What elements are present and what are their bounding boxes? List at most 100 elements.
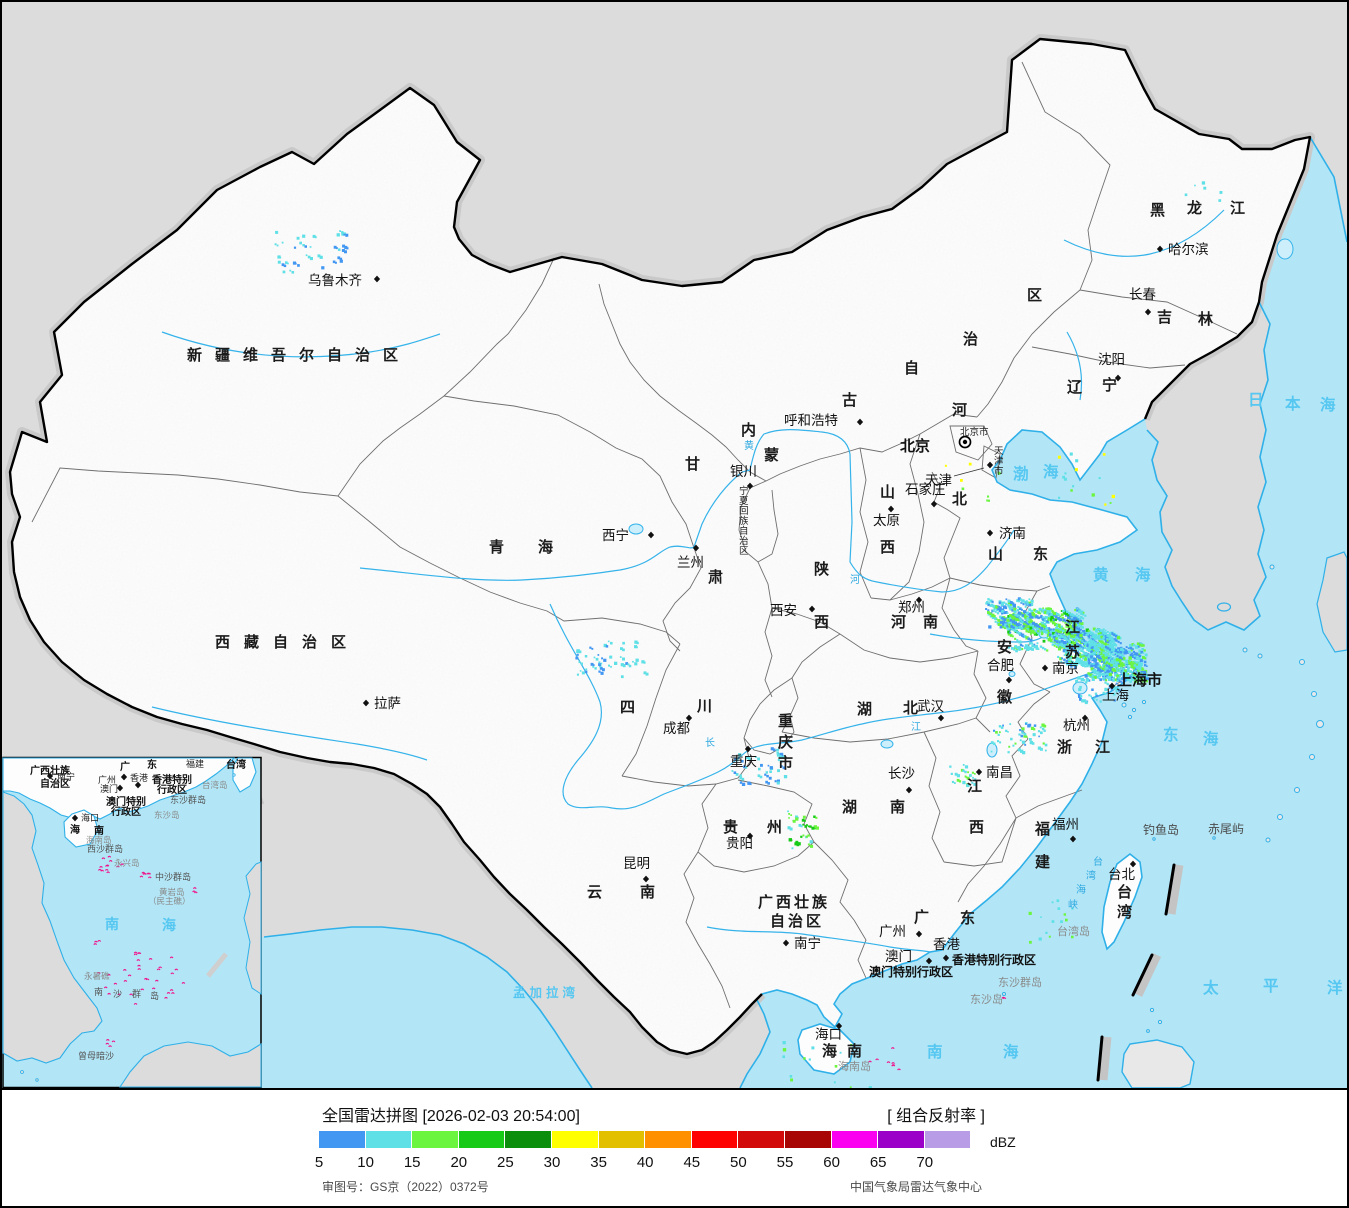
city-marker [887, 505, 895, 513]
colorbar-tick: 15 [403, 1154, 421, 1171]
map-label: 海南岛 [86, 835, 112, 846]
reef-marker [875, 1058, 879, 1061]
map-label: 广 [914, 908, 929, 926]
map-label: 台湾岛 [1057, 924, 1090, 938]
map-label: 香港 [130, 772, 148, 784]
reef-marker [169, 956, 174, 959]
reef-marker [181, 982, 186, 984]
inset-borneo [118, 1041, 262, 1088]
reef-marker [93, 943, 98, 946]
map-label: 浙 [1057, 738, 1072, 756]
map-label: 湾 [1086, 869, 1096, 882]
reef-marker [99, 866, 103, 868]
city-marker [744, 745, 752, 753]
map-label: 沙 [113, 989, 122, 1000]
map-label: 峡 [1068, 898, 1078, 911]
map-label: 东 [1033, 545, 1048, 563]
map-label: 辽 [1067, 378, 1082, 396]
colorbar-tick: 10 [357, 1154, 374, 1171]
reef-marker [113, 982, 118, 985]
colorbar-tick: 50 [730, 1154, 747, 1171]
reef-marker [97, 939, 102, 942]
map-label: 中沙群岛 [155, 871, 191, 883]
map-label: 曾母暗沙 [78, 1050, 114, 1062]
map-label: 东沙群岛 [998, 975, 1042, 989]
map-label: 福建 [186, 758, 204, 770]
reef-marker [156, 968, 161, 971]
map-label: 北 [952, 490, 967, 508]
reef-marker [136, 959, 141, 962]
city-marker [930, 500, 938, 508]
map-label: 南 [105, 916, 119, 933]
map-label: 南 [847, 1042, 862, 1060]
map-label: 西 [880, 538, 895, 556]
city-marker [134, 781, 142, 789]
map-label: 川 [696, 697, 712, 715]
reef-marker [145, 978, 150, 981]
map-label: 西宁 [602, 527, 629, 544]
map-label: 澳门特别行政区 [869, 964, 953, 979]
colorbar-swatch [458, 1131, 505, 1148]
reef-marker [127, 974, 132, 977]
map-label: 西藏自治区 [215, 633, 360, 651]
map-label: 澳门 [100, 783, 118, 795]
reef-marker [107, 992, 111, 995]
jeju-island [1216, 602, 1232, 612]
map-label: 日 [1248, 391, 1264, 409]
map-label: 天津 [925, 473, 952, 489]
map-label: 合肥 [987, 658, 1014, 674]
boundary-dash [1164, 863, 1176, 916]
map-label: 钓鱼岛 [1143, 822, 1179, 837]
map-label: 肃 [708, 568, 723, 586]
map-label: 南 [890, 798, 905, 816]
taiwan-island [1101, 852, 1143, 951]
colorbar-swatch [551, 1131, 598, 1148]
map-label: 治 [963, 330, 978, 348]
map-label: 甘 [685, 455, 700, 473]
inset-luzon [243, 861, 262, 995]
inset-taiwan [232, 757, 257, 793]
reef-marker [164, 996, 168, 999]
reef-marker [154, 979, 159, 982]
map-label: 太原 [873, 513, 900, 529]
reef-marker [103, 986, 108, 989]
colorbar-tick: 35 [590, 1154, 607, 1171]
legend-bar: 全国雷达拼图 [2026-02-03 20:54:00] [ 组合反射率 ] 5… [2, 1088, 1347, 1206]
map-label: 自 [904, 359, 919, 377]
city-marker [71, 814, 79, 822]
city-marker [1005, 676, 1013, 684]
map-label: 广西壮族 [758, 893, 830, 911]
map-label: 海口 [815, 1027, 842, 1043]
map-label: 江 [1095, 738, 1110, 756]
map-label: 东 [147, 758, 157, 771]
map-label: 河 [891, 613, 906, 631]
map-label: 江 [911, 721, 921, 733]
map-label: 海 [1003, 1042, 1019, 1061]
map-label: 西 [814, 613, 829, 631]
reef-marker [106, 871, 110, 874]
map-label: 海南岛 [838, 1059, 871, 1073]
map-approval-number: 审图号：GS京（2022）0372号 [322, 1180, 489, 1194]
colorbar-tick: 5 [314, 1154, 324, 1171]
map-label: 广西壮族 [30, 764, 71, 777]
map-label: 海 [1135, 565, 1151, 584]
colorbar-tick: 65 [869, 1154, 887, 1171]
map-labels-layer: 新疆维吾尔自治区西藏自治区青海甘肃内蒙古自治区宁夏回族自治区陕西山西河北山 东河南… [30, 199, 1343, 1073]
boundary-dash [1096, 1035, 1104, 1082]
reef-marker [108, 860, 113, 862]
reef-marker [107, 973, 111, 976]
map-label: 平 [1263, 977, 1279, 995]
map-label: 河 [850, 574, 860, 586]
map-label: 建 [1035, 853, 1051, 871]
map-label: 宁 [1102, 376, 1117, 394]
map-label: 河 [952, 401, 967, 419]
map-label: 四 [620, 698, 635, 716]
map-label: （民主礁） [148, 896, 191, 907]
map-label: 蒙 [764, 446, 779, 464]
colorbar-swatch [505, 1131, 551, 1148]
map-label: 黑 [1150, 201, 1165, 219]
map-label: 贵阳 [726, 836, 753, 852]
city-marker [692, 544, 700, 552]
reef-marker [105, 1039, 110, 1041]
map-label: 行政区 [110, 805, 141, 818]
